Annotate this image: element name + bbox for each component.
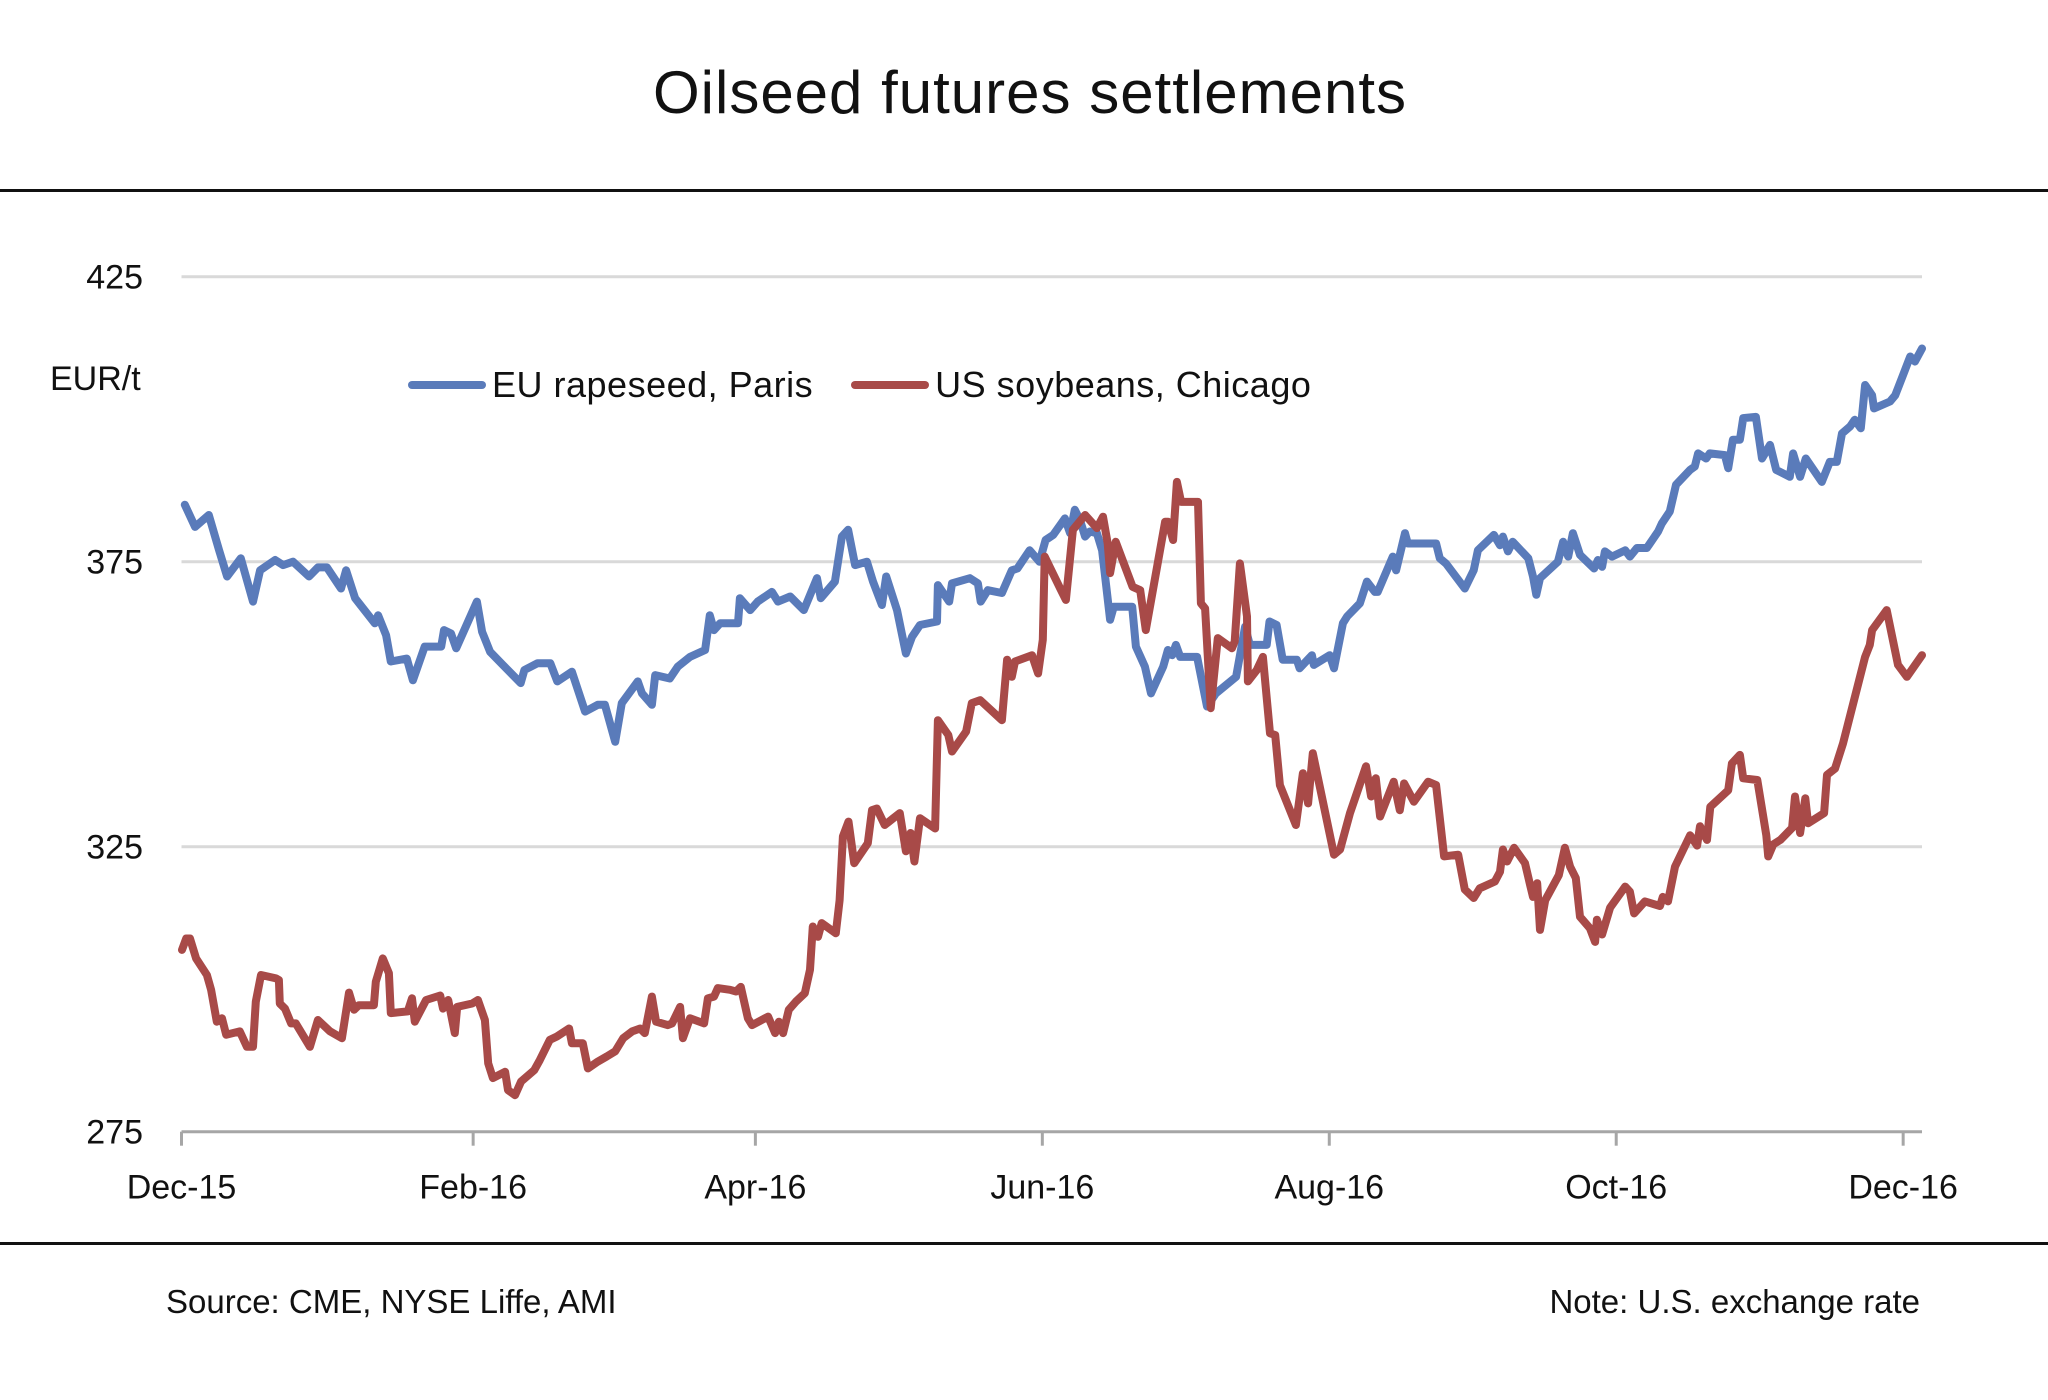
chart-title: Oilseed futures settlements <box>652 59 1407 126</box>
legend: EU rapeseed, Paris US soybeans, Chicago <box>408 364 1349 406</box>
legend-item-eu-rapeseed: EU rapeseed, Paris <box>408 364 813 406</box>
top-divider <box>0 189 2048 192</box>
series-line-us-soybeans <box>178 477 1926 1100</box>
legend-swatch-us-soybeans <box>851 381 930 389</box>
bottom-divider <box>0 1242 2048 1245</box>
source-note: Source: CME, NYSE Liffe, AMI <box>166 1283 617 1320</box>
y-axis-unit-label: EUR/t <box>50 360 141 398</box>
x-tick-label: Apr-16 <box>704 1169 806 1207</box>
x-tick-label: Feb-16 <box>419 1169 527 1207</box>
y-tick-label: 325 <box>86 829 143 867</box>
gridlines <box>181 275 1922 849</box>
legend-item-us-soybeans: US soybeans, Chicago <box>851 364 1311 406</box>
series-line-eu-rapeseed <box>180 344 1926 746</box>
legend-label-eu-rapeseed: EU rapeseed, Paris <box>492 364 814 405</box>
y-tick-label: 275 <box>86 1114 143 1152</box>
y-tick-label: 425 <box>86 259 143 297</box>
y-tick-label: 375 <box>86 544 143 582</box>
series-lines <box>178 344 1926 1100</box>
x-axis: Dec-15 Feb-16 Apr-16 Jun-16 Aug-16 Oct-16 Dec-… <box>127 1130 1958 1207</box>
exchange-rate-note: Note: U.S. exchange rate <box>1549 1283 1920 1320</box>
x-tick-label: Oct-16 <box>1565 1169 1667 1207</box>
y-axis-tick-labels: 275 325 375 425 <box>86 259 143 1152</box>
legend-swatch-eu-rapeseed <box>408 381 486 389</box>
x-tick-label: Dec-15 <box>127 1169 237 1207</box>
x-tick-label: Dec-16 <box>1848 1169 1958 1207</box>
legend-label-us-soybeans: US soybeans, Chicago <box>935 364 1312 405</box>
x-tick-label: Jun-16 <box>990 1169 1094 1207</box>
x-tick-label: Aug-16 <box>1274 1169 1384 1207</box>
